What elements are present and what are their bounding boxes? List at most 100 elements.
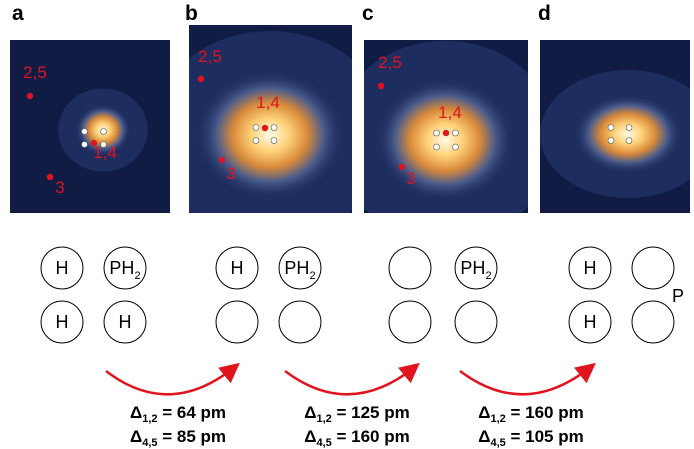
- molecule: PH2: [388, 246, 498, 344]
- atom-main: H: [56, 258, 69, 278]
- panel-label: c: [362, 2, 374, 25]
- extra-label: P: [672, 286, 684, 306]
- site-dot: [398, 163, 406, 171]
- atom-circle: [454, 300, 498, 344]
- atom-circle: [454, 246, 498, 290]
- site-dot: [218, 156, 226, 164]
- atom-dot: [452, 129, 459, 137]
- atom-main: H: [119, 312, 132, 332]
- site-label: 2,5: [378, 53, 402, 72]
- atom-circle: [215, 246, 259, 290]
- atom-dot: [607, 137, 615, 144]
- delta-value: = 105 pm: [506, 427, 584, 446]
- atom-label: PH2: [284, 258, 315, 282]
- delta-line: Δ4,5 = 85 pm: [130, 427, 226, 449]
- delta-symbol: Δ: [304, 427, 316, 446]
- site-dot: [197, 75, 205, 83]
- atom-sub: 2: [309, 270, 315, 282]
- delta-symbol: Δ: [478, 427, 490, 446]
- atom-circle: [278, 300, 322, 344]
- atom-dot: [607, 124, 615, 131]
- molecule: H PH2: [215, 246, 322, 344]
- atom-circle: [568, 300, 612, 344]
- atom-main: PH: [109, 258, 134, 278]
- molecule: H H P: [568, 246, 684, 344]
- atom-circle: [388, 300, 432, 344]
- atom-circle: [103, 246, 147, 290]
- site-label: 1,4: [256, 93, 280, 112]
- delta-value: = 160 pm: [506, 403, 584, 422]
- delta-sub: 4,5: [490, 437, 505, 449]
- atom-circle: [40, 300, 84, 344]
- atom-dot: [81, 128, 88, 135]
- molecule: H PH2 H H: [40, 246, 147, 344]
- atom-dot: [252, 124, 260, 131]
- delta-symbol: Δ: [478, 403, 490, 422]
- stm-panel: 2,5 1,4 3 b: [185, 2, 352, 213]
- delta-value: = 125 pm: [332, 403, 410, 422]
- stm-panel: 2,5 1,4 3 a: [10, 2, 170, 213]
- site-label: 3: [406, 169, 415, 188]
- atom-dot: [270, 137, 278, 144]
- site-label: 1,4: [93, 143, 117, 162]
- blob: [195, 70, 345, 200]
- blob: [375, 78, 515, 202]
- atom-circle: [278, 246, 322, 290]
- atom-main: H: [231, 258, 244, 278]
- atom-main: PH: [460, 258, 485, 278]
- arrow: [459, 362, 596, 396]
- atom-label: H: [119, 312, 132, 332]
- site-dot: [26, 92, 34, 100]
- atom-main: H: [584, 258, 597, 278]
- atom-circle: [40, 246, 84, 290]
- arrow: [105, 362, 240, 396]
- site-label: 3: [226, 164, 235, 183]
- atom-dot: [252, 137, 260, 144]
- blob: [573, 94, 683, 174]
- delta-line: Δ4,5 = 160 pm: [304, 427, 409, 449]
- delta-value: = 85 pm: [158, 427, 227, 446]
- atom-sub: 2: [134, 270, 140, 282]
- delta-symbol: Δ: [304, 403, 316, 422]
- delta-value: = 160 pm: [332, 427, 410, 446]
- atom-dot: [452, 143, 459, 151]
- atom-dot: [100, 128, 107, 135]
- site-dot: [90, 139, 98, 147]
- atom-dot: [625, 124, 633, 131]
- site-dot: [46, 173, 54, 181]
- atom-label: H: [56, 312, 69, 332]
- atom-dot: [433, 143, 440, 151]
- stm-panel: d: [538, 2, 690, 213]
- delta-value: = 64 pm: [158, 403, 227, 422]
- atom-label: PH2: [460, 258, 491, 282]
- delta-line: Δ4,5 = 105 pm: [478, 427, 583, 449]
- arrows: [105, 362, 596, 396]
- atom-label: PH2: [109, 258, 140, 282]
- atom-dot: [81, 141, 88, 148]
- atom-main: H: [584, 312, 597, 332]
- atom-main: H: [56, 312, 69, 332]
- panel-label: b: [185, 2, 198, 25]
- atom-circle: [631, 246, 675, 290]
- atom-label: H: [231, 258, 244, 278]
- delta-sub: 1,2: [142, 413, 157, 425]
- atom-dot: [433, 129, 440, 137]
- delta-symbol: Δ: [130, 427, 142, 446]
- panel-label: a: [12, 2, 24, 25]
- site-label: 2,5: [23, 63, 47, 82]
- site-dot: [377, 82, 385, 90]
- site-label: 2,5: [198, 47, 222, 66]
- panel-label: d: [538, 2, 551, 25]
- atom-dot: [625, 137, 633, 144]
- delta-sub: 1,2: [490, 413, 505, 425]
- atom-main: PH: [284, 258, 309, 278]
- atom-label: H: [584, 258, 597, 278]
- site-dot: [442, 129, 450, 137]
- atom-label: H: [584, 312, 597, 332]
- site-dot: [261, 124, 269, 132]
- atom-sub: 2: [485, 270, 491, 282]
- atom-circle: [388, 246, 432, 290]
- delta-line: Δ1,2 = 64 pm: [130, 403, 226, 425]
- arrow: [284, 362, 420, 396]
